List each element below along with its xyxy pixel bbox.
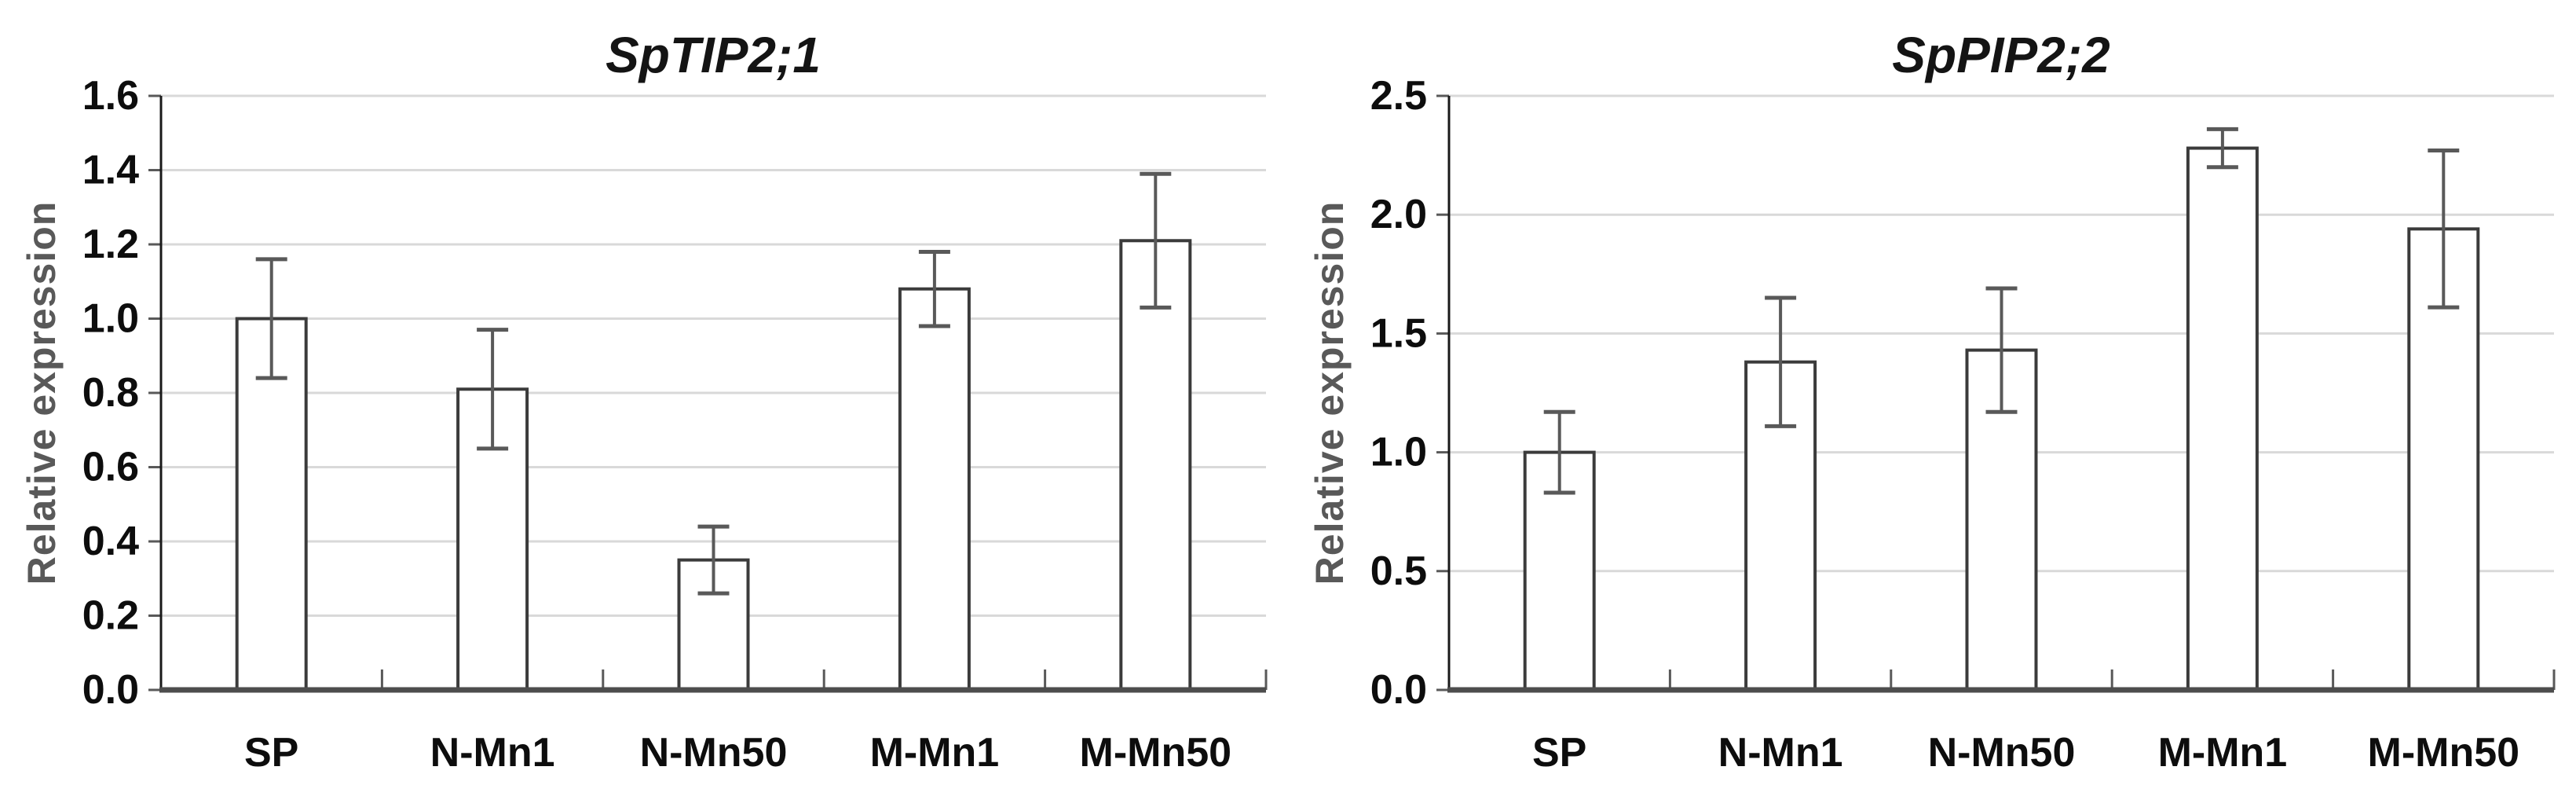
y-tick-label: 0.4 (82, 519, 139, 564)
y-tick-label: 2.0 (1370, 192, 1427, 237)
y-tick-label: 1.4 (82, 148, 139, 193)
chart-title: SpTIP2;1 (606, 27, 821, 83)
chart-sppip2-2: 0.0 0.5 1.0 1.5 2.0 2.5 SP N-Mn1 N-Mn50 M-Mn1 M-Mn… (1288, 0, 2576, 796)
y-tick-label: 1.5 (1370, 310, 1427, 356)
x-category-label: N-Mn50 (640, 730, 788, 776)
chart-title: SpPIP2;2 (1892, 27, 2109, 83)
bar-m-mn1 (898, 287, 971, 691)
y-axis-title: Relative expression (1308, 201, 1352, 585)
y-tick-label: 0.6 (82, 445, 139, 490)
y-tick-label: 0.0 (1370, 667, 1427, 713)
chart-sptip2-1: 0.0 0.2 0.4 0.6 0.8 1.0 1.2 1.4 1.6 SP N-Mn1 N-Mn50… (20, 27, 1268, 776)
y-tick-label: 1.0 (82, 296, 139, 342)
x-category-label: M-Mn50 (1080, 730, 1232, 776)
y-tick-label: 1.6 (82, 73, 139, 119)
y-tick-label: 0.5 (1370, 548, 1427, 594)
y-tick-label: 0.2 (82, 593, 139, 639)
x-category-label: SP (1532, 730, 1586, 776)
plot-area: 0.0 0.5 1.0 1.5 2.0 2.5 SP N-Mn1 N-Mn50 M-Mn1 M-Mn… (1370, 73, 2556, 776)
x-category-label: N-Mn50 (1928, 730, 2076, 776)
y-tick-label: 0.8 (82, 370, 139, 416)
bar-m-mn1 (2186, 146, 2259, 691)
bar-m-mn50 (1119, 239, 1192, 691)
chart-canvas: 0.0 0.2 0.4 0.6 0.8 1.0 1.2 1.4 1.6 SP N-Mn1 N-Mn50… (20, 27, 1268, 776)
chart-canvas: 0.0 0.5 1.0 1.5 2.0 2.5 SP N-Mn1 N-Mn50 M-Mn1 M-Mn… (1308, 27, 2556, 776)
y-tick-label: 0.0 (82, 667, 139, 713)
x-category-label: N-Mn1 (430, 730, 555, 776)
plot-area: 0.0 0.2 0.4 0.6 0.8 1.0 1.2 1.4 1.6 SP N-Mn1 N-Mn50… (82, 73, 1268, 776)
x-category-label: M-Mn1 (870, 730, 1000, 776)
y-tick-label: 2.5 (1370, 73, 1427, 119)
y-tick-label: 1.0 (1370, 430, 1427, 475)
x-category-label: N-Mn1 (1718, 730, 1843, 776)
x-category-label: M-Mn50 (2368, 730, 2520, 776)
y-axis-title: Relative expression (20, 201, 64, 585)
x-category-label: M-Mn1 (2158, 730, 2288, 776)
y-tick-label: 1.2 (82, 222, 139, 267)
x-category-label: SP (244, 730, 298, 776)
